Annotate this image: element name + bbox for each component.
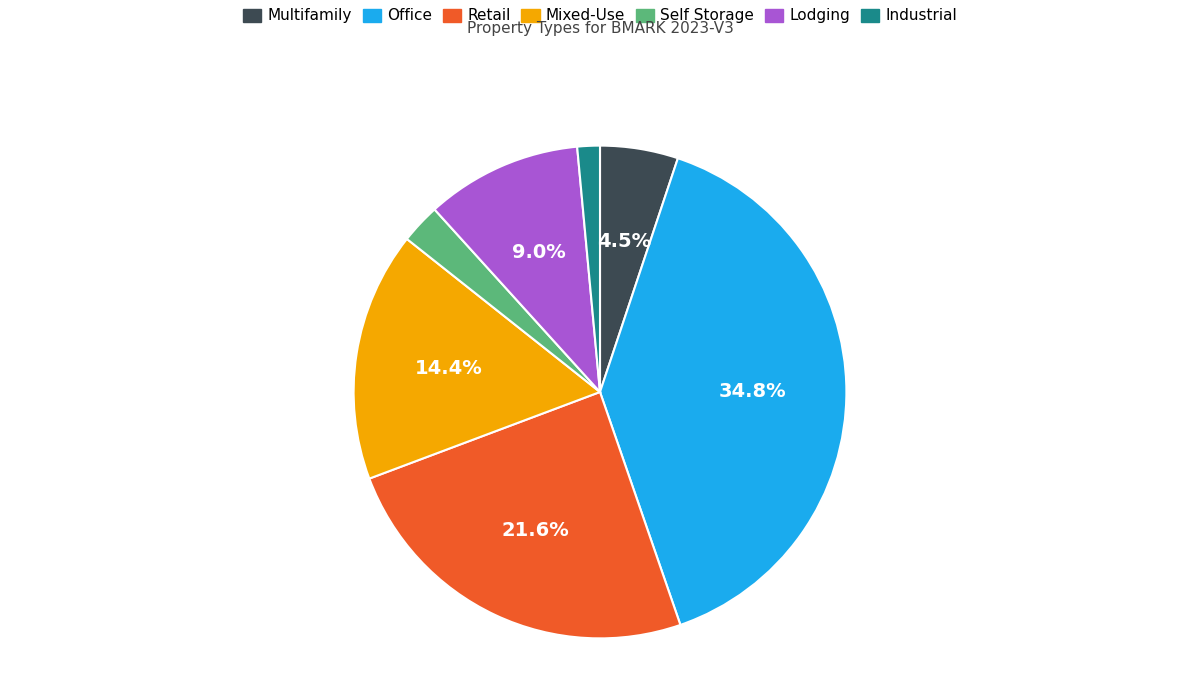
Wedge shape bbox=[370, 392, 680, 638]
Wedge shape bbox=[577, 146, 600, 392]
Text: 4.5%: 4.5% bbox=[598, 232, 652, 251]
Legend: Multifamily, Office, Retail, Mixed-Use, Self Storage, Lodging, Industrial: Multifamily, Office, Retail, Mixed-Use, … bbox=[240, 6, 960, 27]
Wedge shape bbox=[407, 209, 600, 392]
Text: 14.4%: 14.4% bbox=[415, 359, 482, 378]
Wedge shape bbox=[600, 146, 678, 392]
Text: Property Types for BMARK 2023-V3: Property Types for BMARK 2023-V3 bbox=[467, 21, 733, 36]
Text: 9.0%: 9.0% bbox=[511, 243, 565, 262]
Text: 21.6%: 21.6% bbox=[502, 521, 569, 540]
Wedge shape bbox=[434, 147, 600, 392]
Wedge shape bbox=[354, 239, 600, 479]
Text: 34.8%: 34.8% bbox=[719, 382, 786, 400]
Wedge shape bbox=[600, 158, 846, 625]
